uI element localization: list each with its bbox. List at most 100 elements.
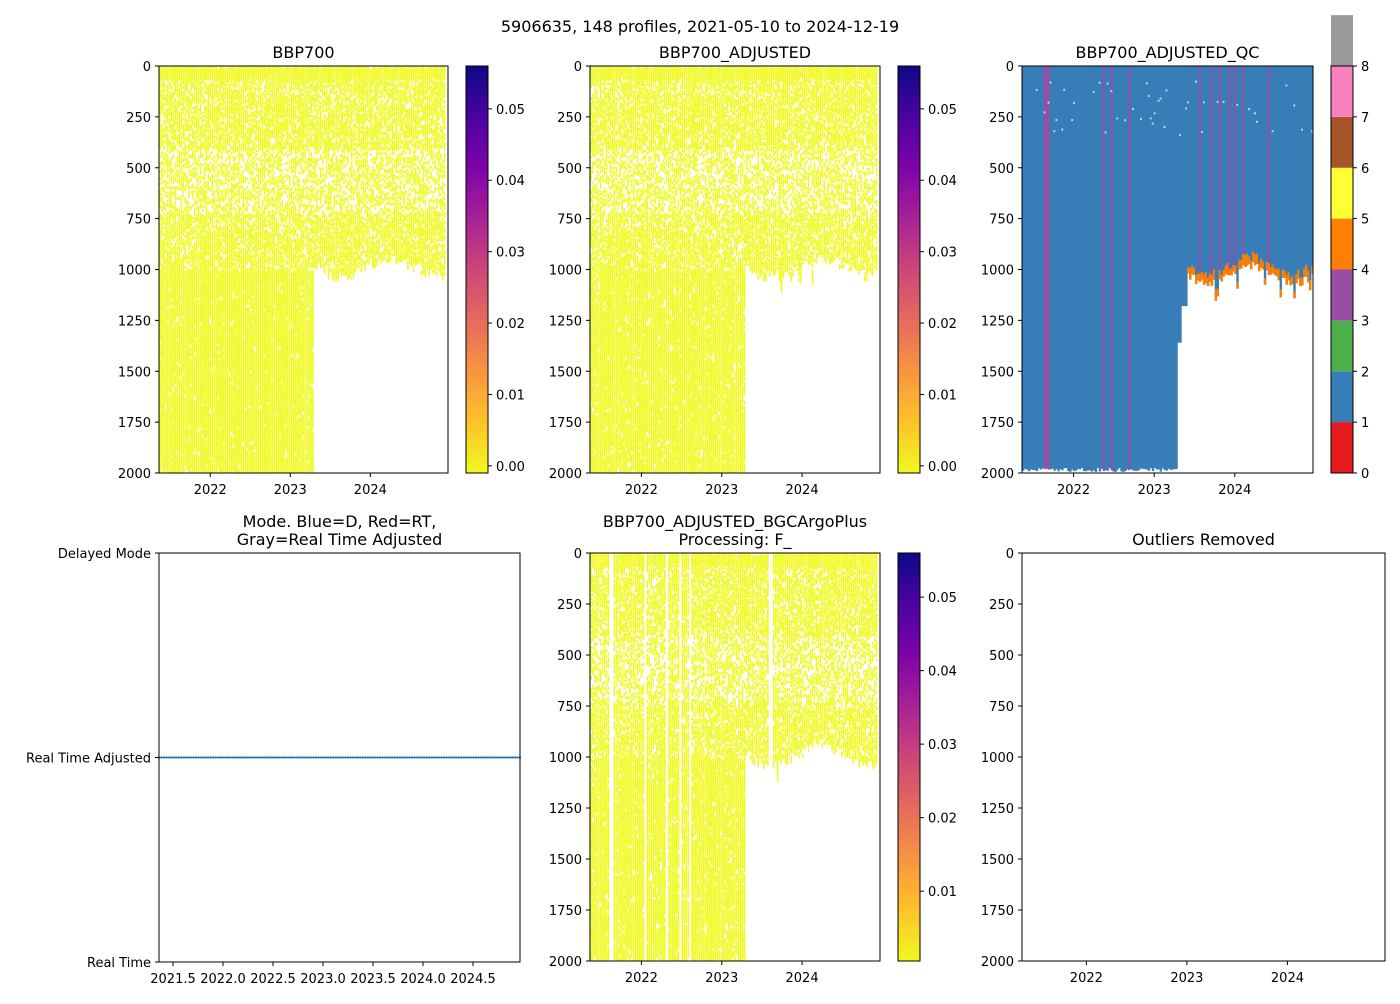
heatmap-cell [181, 231, 182, 234]
heatmap-cell [175, 202, 176, 205]
heatmap-cell [188, 455, 189, 459]
heatmap-cell [192, 107, 193, 110]
heatmap-cell [163, 287, 164, 291]
heatmap-cell [188, 92, 189, 95]
heatmap-cell [173, 410, 174, 414]
heatmap-cell [202, 102, 203, 105]
heatmap-cell [186, 369, 187, 373]
heatmap-cell [208, 415, 209, 419]
heatmap-cell [206, 116, 207, 119]
heatmap-cell [194, 231, 195, 234]
heatmap-cell [163, 428, 164, 432]
heatmap-cell [192, 217, 193, 220]
heatmap-cell [175, 226, 176, 229]
heatmap-cell [212, 239, 213, 242]
heatmap-cell [186, 340, 187, 344]
heatmap-cell [161, 459, 162, 463]
heatmap-cell [171, 419, 172, 423]
heatmap-cell [182, 270, 183, 274]
heatmap-cell [200, 453, 201, 457]
heatmap-cell [208, 178, 209, 181]
heatmap-cell [167, 322, 168, 326]
heatmap-cell [167, 103, 168, 106]
heatmap-cell [212, 464, 213, 468]
heatmap-cell [167, 223, 168, 226]
heatmap-cell [165, 90, 166, 93]
heatmap-cell [212, 146, 213, 149]
heatmap-cell [163, 388, 164, 392]
heatmap-cell [192, 270, 193, 274]
heatmap-cell [194, 439, 195, 443]
heatmap-cell [198, 101, 199, 104]
heatmap-cell [163, 152, 164, 155]
heatmap-cell [181, 419, 182, 423]
heatmap-cell [194, 373, 195, 377]
heatmap-cell [173, 192, 174, 195]
heatmap-cell [188, 333, 189, 337]
heatmap-cell [165, 136, 166, 139]
heatmap-cell [161, 97, 162, 100]
heatmap-cell [175, 323, 176, 327]
heatmap-cell [194, 190, 195, 193]
heatmap-cell [169, 285, 170, 289]
heatmap-cell [167, 417, 168, 421]
heatmap-cell [182, 86, 183, 89]
heatmap-cell [198, 159, 199, 162]
heatmap-cell [194, 435, 195, 439]
heatmap-cell [179, 327, 180, 331]
heatmap-cell [163, 167, 164, 170]
heatmap-cell [196, 472, 197, 476]
heatmap-cell [181, 171, 182, 174]
heatmap-cell [204, 138, 205, 141]
heatmap-cell [210, 281, 211, 285]
heatmap-cell [177, 430, 178, 434]
heatmap-cell [175, 198, 176, 201]
heatmap-cell [196, 168, 197, 171]
heatmap-cell [179, 336, 180, 340]
heatmap-cell [184, 259, 185, 262]
heatmap-cell [179, 457, 180, 461]
heatmap-cell [200, 94, 201, 97]
heatmap-cell [186, 257, 187, 260]
heatmap-cell [181, 189, 182, 192]
heatmap-cell [208, 472, 209, 476]
heatmap-cell [212, 453, 213, 457]
heatmap-cell [169, 145, 170, 148]
heatmap-cell [163, 141, 164, 144]
heatmap-cell [208, 281, 209, 285]
heatmap-cell [161, 110, 162, 113]
heatmap-cell [200, 278, 201, 282]
heatmap-cell [173, 428, 174, 432]
heatmap-cell [204, 329, 205, 333]
heatmap-cell [188, 263, 189, 266]
heatmap-cell [202, 294, 203, 298]
heatmap-cell [194, 236, 195, 239]
heatmap-cell [200, 450, 201, 454]
heatmap-cell [194, 262, 195, 265]
heatmap-cell [190, 129, 191, 132]
heatmap-cell [177, 426, 178, 430]
heatmap-cell [181, 219, 182, 222]
heatmap-cell [171, 224, 172, 227]
heatmap-cell [165, 77, 166, 80]
heatmap-cell [204, 110, 205, 113]
heatmap-cell [186, 112, 187, 115]
heatmap-cell [190, 296, 191, 300]
heatmap-cell [188, 136, 189, 139]
heatmap-cell [190, 237, 191, 240]
heatmap-cell [171, 119, 172, 122]
heatmap-cell [167, 294, 168, 298]
heatmap-cell [163, 415, 164, 419]
heatmap-cell [198, 108, 199, 111]
heatmap-cell [171, 215, 172, 218]
heatmap-cell [173, 377, 174, 381]
heatmap-cell [194, 459, 195, 463]
heatmap-cell [173, 446, 174, 450]
heatmap-cell [179, 96, 180, 99]
heatmap-cell [200, 258, 201, 261]
heatmap-cell [171, 404, 172, 408]
heatmap-cell [179, 289, 180, 293]
heatmap-cell [204, 101, 205, 104]
heatmap-cell [194, 186, 195, 189]
heatmap-cell [167, 316, 168, 320]
